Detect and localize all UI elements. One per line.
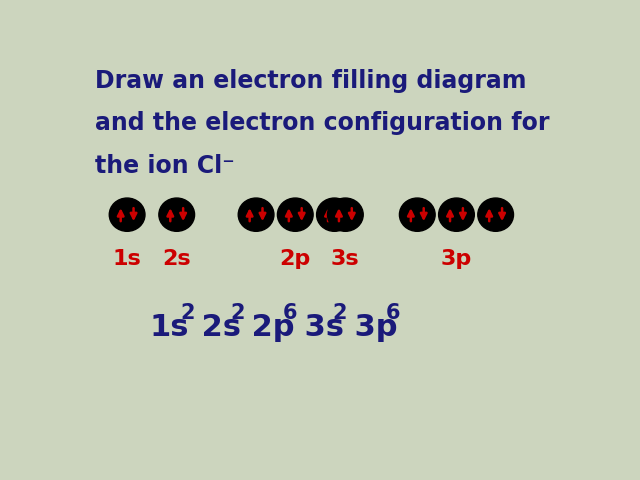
Ellipse shape (328, 198, 364, 231)
Text: 2: 2 (333, 302, 348, 323)
Ellipse shape (438, 198, 474, 231)
Text: 1s: 1s (150, 313, 189, 342)
Ellipse shape (399, 198, 435, 231)
Text: 3p: 3p (344, 313, 397, 342)
Text: and the electron configuration for: and the electron configuration for (95, 111, 549, 135)
Text: 6: 6 (283, 302, 297, 323)
Ellipse shape (277, 198, 313, 231)
Text: 6: 6 (385, 302, 400, 323)
Text: 2s: 2s (163, 249, 191, 269)
Ellipse shape (238, 198, 274, 231)
Ellipse shape (317, 198, 352, 231)
Ellipse shape (478, 198, 513, 231)
Text: the ion Cl⁻: the ion Cl⁻ (95, 154, 235, 178)
Text: 2p: 2p (241, 313, 295, 342)
Ellipse shape (159, 198, 195, 231)
Text: 2p: 2p (280, 249, 311, 269)
Text: 3s: 3s (331, 249, 360, 269)
Text: 3s: 3s (294, 313, 344, 342)
Text: 2: 2 (230, 302, 244, 323)
Text: 1s: 1s (113, 249, 141, 269)
Text: 2s: 2s (191, 313, 241, 342)
Text: Draw an electron filling diagram: Draw an electron filling diagram (95, 69, 526, 93)
Text: 3p: 3p (441, 249, 472, 269)
Text: 2: 2 (180, 302, 195, 323)
Ellipse shape (109, 198, 145, 231)
